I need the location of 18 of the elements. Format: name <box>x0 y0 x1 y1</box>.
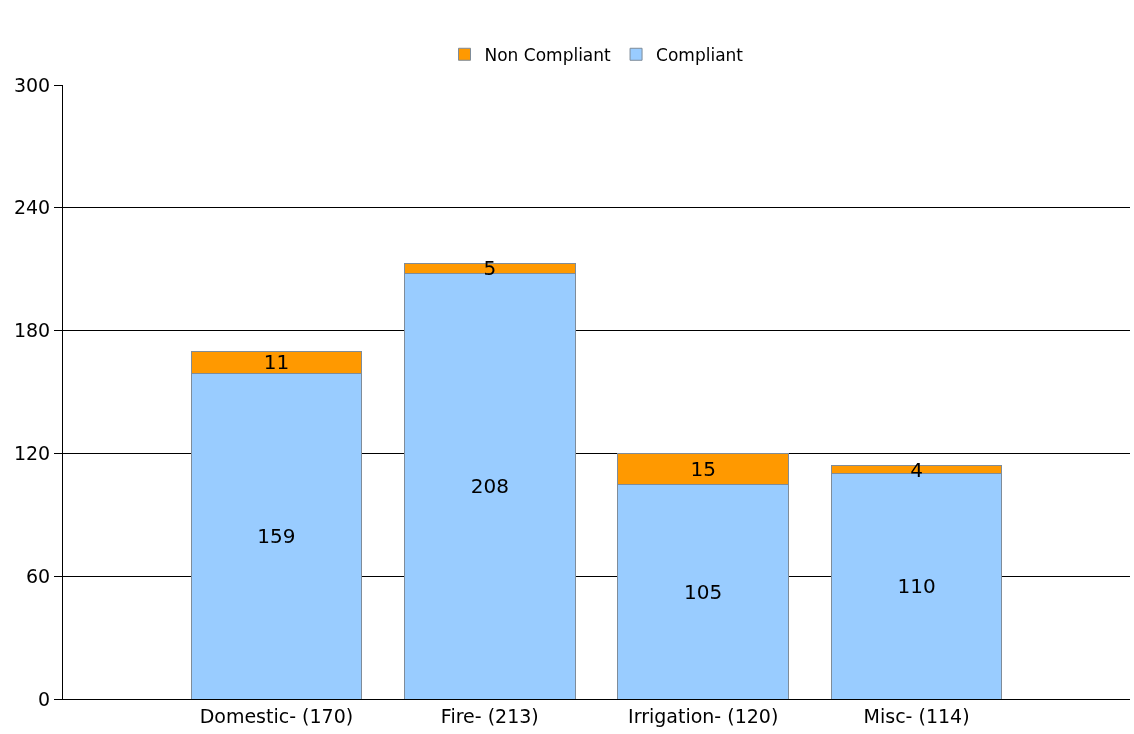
y-tick-label: 180 <box>13 319 51 342</box>
data-label: 105 <box>684 579 723 604</box>
y-tick-label: 240 <box>13 196 51 219</box>
data-label: 11 <box>263 350 290 375</box>
data-label: 159 <box>257 524 296 549</box>
legend-label: Compliant <box>656 44 744 65</box>
data-label: 208 <box>470 474 509 499</box>
y-tick-label: 300 <box>13 73 51 96</box>
x-tick-label: Domestic- (170) <box>199 704 354 727</box>
x-tick-label: Misc- (114) <box>863 704 970 727</box>
y-tick-label: 120 <box>13 442 51 465</box>
y-tick-label: 60 <box>26 564 51 587</box>
legend-label: Non Compliant <box>484 44 612 65</box>
y-tick-label: 0 <box>38 687 51 710</box>
x-tick-label: Fire- (213) <box>440 704 539 727</box>
data-label: 15 <box>690 456 716 481</box>
x-tick-label: Irrigation- (120) <box>628 704 779 727</box>
data-label: 110 <box>897 574 936 599</box>
